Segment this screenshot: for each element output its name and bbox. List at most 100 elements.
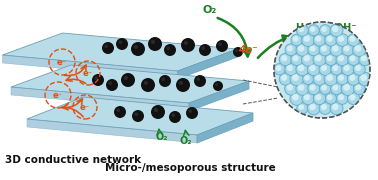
Circle shape	[355, 45, 361, 52]
Circle shape	[235, 49, 238, 52]
Circle shape	[307, 102, 320, 115]
Circle shape	[92, 74, 104, 86]
Circle shape	[298, 65, 304, 71]
Polygon shape	[27, 97, 253, 135]
Circle shape	[336, 73, 348, 85]
Text: e⁻: e⁻	[80, 102, 90, 111]
Polygon shape	[3, 33, 237, 71]
Circle shape	[313, 73, 326, 85]
Circle shape	[302, 53, 315, 66]
Circle shape	[302, 92, 314, 105]
Polygon shape	[11, 65, 249, 103]
Circle shape	[353, 43, 366, 57]
Polygon shape	[3, 55, 178, 79]
Text: e⁻: e⁻	[53, 91, 63, 100]
Circle shape	[321, 104, 327, 110]
Circle shape	[287, 46, 293, 51]
Text: O₂: O₂	[203, 5, 217, 15]
Circle shape	[338, 75, 344, 81]
Circle shape	[299, 104, 304, 110]
Circle shape	[181, 38, 195, 52]
Circle shape	[166, 46, 170, 50]
Circle shape	[116, 108, 120, 112]
Circle shape	[197, 77, 200, 81]
Circle shape	[279, 53, 291, 66]
Circle shape	[304, 55, 310, 62]
Circle shape	[360, 74, 367, 81]
Circle shape	[319, 44, 331, 56]
Circle shape	[293, 55, 299, 61]
Circle shape	[344, 65, 350, 71]
Circle shape	[218, 42, 222, 46]
Polygon shape	[11, 87, 189, 111]
Circle shape	[310, 46, 316, 51]
Polygon shape	[197, 113, 253, 143]
Circle shape	[350, 55, 355, 61]
Circle shape	[287, 65, 293, 71]
Polygon shape	[178, 49, 237, 79]
Circle shape	[302, 33, 314, 46]
Circle shape	[296, 82, 309, 95]
Circle shape	[325, 93, 336, 104]
Circle shape	[169, 111, 181, 123]
Circle shape	[164, 44, 176, 56]
Circle shape	[94, 76, 98, 80]
Circle shape	[104, 44, 108, 48]
Circle shape	[332, 26, 338, 32]
Circle shape	[121, 73, 135, 87]
Circle shape	[347, 92, 360, 105]
Circle shape	[324, 72, 338, 86]
Circle shape	[276, 65, 281, 71]
Circle shape	[319, 102, 331, 114]
Circle shape	[332, 104, 338, 110]
Circle shape	[321, 46, 327, 52]
Circle shape	[176, 78, 190, 92]
Circle shape	[216, 40, 228, 52]
Circle shape	[159, 75, 171, 87]
Circle shape	[291, 34, 302, 46]
Circle shape	[315, 94, 321, 100]
Circle shape	[296, 24, 308, 36]
Circle shape	[148, 37, 162, 51]
Circle shape	[309, 104, 316, 110]
Circle shape	[341, 82, 355, 95]
Circle shape	[179, 81, 183, 85]
Circle shape	[106, 79, 118, 91]
Circle shape	[213, 81, 223, 91]
Circle shape	[285, 82, 297, 95]
Circle shape	[338, 55, 344, 61]
Circle shape	[287, 84, 293, 91]
Polygon shape	[189, 81, 249, 111]
Circle shape	[330, 24, 343, 37]
Circle shape	[319, 63, 331, 75]
Circle shape	[313, 53, 326, 66]
Circle shape	[296, 43, 309, 56]
Circle shape	[343, 84, 350, 91]
Circle shape	[315, 55, 321, 61]
Circle shape	[188, 109, 192, 113]
Circle shape	[355, 65, 361, 71]
Circle shape	[332, 85, 338, 91]
Circle shape	[304, 94, 310, 100]
Circle shape	[290, 72, 304, 86]
Circle shape	[347, 73, 360, 85]
Circle shape	[274, 64, 285, 75]
Circle shape	[199, 44, 211, 56]
Circle shape	[321, 26, 327, 32]
Circle shape	[327, 55, 333, 61]
Circle shape	[291, 53, 303, 66]
Text: e⁻: e⁻	[57, 57, 67, 66]
Circle shape	[313, 34, 325, 46]
Circle shape	[154, 108, 158, 112]
Polygon shape	[27, 119, 197, 143]
Circle shape	[108, 81, 112, 85]
Circle shape	[161, 77, 165, 81]
Circle shape	[308, 83, 320, 95]
Circle shape	[296, 63, 309, 76]
Circle shape	[308, 25, 319, 36]
Circle shape	[325, 34, 337, 46]
Circle shape	[310, 26, 315, 32]
Circle shape	[124, 76, 128, 80]
Circle shape	[102, 42, 114, 54]
Circle shape	[327, 36, 333, 42]
